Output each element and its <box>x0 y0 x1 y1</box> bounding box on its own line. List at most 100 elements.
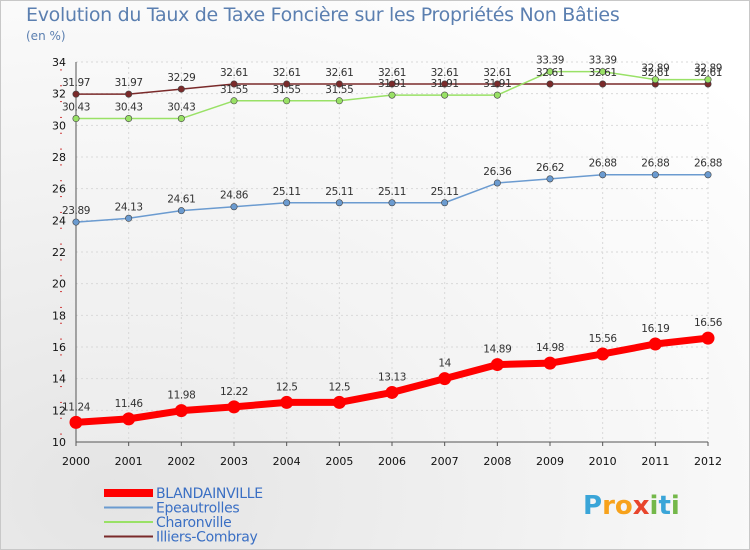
data-label: 31.55 <box>325 84 353 96</box>
y-tick-label: 24 <box>52 214 66 227</box>
data-label: 14.98 <box>536 342 564 354</box>
data-point <box>335 80 343 88</box>
data-label: 32.61 <box>641 67 669 79</box>
data-point <box>388 91 396 99</box>
x-tick-label: 2004 <box>273 455 301 468</box>
data-point <box>335 97 343 105</box>
y-tick-label: 32 <box>52 88 66 101</box>
data-label: 25.11 <box>325 186 353 198</box>
x-tick-label: 2000 <box>62 455 90 468</box>
data-label: 12.22 <box>220 386 248 398</box>
y-tick-label: 34 <box>52 56 66 69</box>
x-tick-label: 2007 <box>431 455 459 468</box>
logo-letter: i <box>649 491 659 521</box>
x-tick-label: 2011 <box>641 455 669 468</box>
data-point <box>441 91 449 99</box>
data-point <box>72 218 80 226</box>
logo-letter: x <box>632 491 650 521</box>
x-tick-label: 2009 <box>536 455 564 468</box>
legend-label: Epeautrolles <box>156 501 239 517</box>
data-point <box>599 80 607 88</box>
data-label: 11.24 <box>62 401 91 413</box>
data-point <box>72 90 80 98</box>
data-label: 14.89 <box>483 344 511 356</box>
data-point <box>177 207 185 215</box>
y-tick-label: 12 <box>52 404 66 417</box>
legend-label: BLANDAINVILLE <box>156 486 263 502</box>
data-point <box>69 415 83 429</box>
data-labels: 31.97 31.97 32.29 32.61 32.61 32.61 32.61 32.61… <box>62 55 723 414</box>
data-point <box>230 97 238 105</box>
unit-label: (en %) <box>26 29 66 43</box>
data-point <box>388 199 396 207</box>
data-label: 16.19 <box>641 323 669 335</box>
data-point <box>177 85 185 93</box>
proxiti-logo: Proxiti <box>583 491 680 521</box>
data-label: 32.61 <box>431 67 459 79</box>
data-label: 31.55 <box>220 84 248 96</box>
data-label: 13.13 <box>378 371 406 383</box>
data-point <box>125 90 133 98</box>
data-label: 11.98 <box>167 390 195 402</box>
data-point <box>651 76 659 84</box>
data-label: 26.62 <box>536 162 564 174</box>
data-label: 24.86 <box>220 190 249 202</box>
logo-letter: i <box>670 491 680 521</box>
y-tick-label: 18 <box>52 309 66 322</box>
data-point <box>125 214 133 222</box>
data-point <box>174 404 188 418</box>
x-tick-label: 2008 <box>483 455 511 468</box>
data-label: 25.11 <box>378 186 406 198</box>
data-label: 33.39 <box>536 55 564 67</box>
data-point <box>490 358 504 372</box>
data-point <box>599 68 607 76</box>
data-point <box>177 115 185 123</box>
data-point <box>388 80 396 88</box>
series <box>69 68 715 429</box>
data-point <box>125 115 133 123</box>
data-label: 30.43 <box>167 102 195 114</box>
data-point <box>493 91 501 99</box>
data-label: 32.61 <box>536 67 564 79</box>
data-point <box>704 171 712 179</box>
data-label: 32.29 <box>167 72 195 84</box>
data-point <box>122 412 136 426</box>
legend: BLANDAINVILLEEpeautrollesCharonvilleIlli… <box>104 486 263 546</box>
data-point <box>283 80 291 88</box>
data-point <box>230 80 238 88</box>
data-point <box>441 80 449 88</box>
data-label: 26.88 <box>641 158 669 170</box>
data-point <box>385 385 399 399</box>
data-point <box>493 179 501 187</box>
data-point <box>701 331 715 345</box>
data-label: 26.36 <box>483 166 512 178</box>
x-tick-label: 2001 <box>115 455 143 468</box>
data-point <box>546 175 554 183</box>
data-label: 31.97 <box>115 77 143 89</box>
legend-label: Charonville <box>156 515 231 531</box>
y-tick-label: 20 <box>52 278 66 291</box>
data-point <box>648 337 662 351</box>
data-label: 32.61 <box>273 67 301 79</box>
data-label: 14 <box>438 358 451 370</box>
data-label: 32.61 <box>483 67 511 79</box>
logo-letter: t <box>658 491 671 521</box>
data-label: 32.61 <box>220 67 248 79</box>
data-point <box>441 199 449 207</box>
logo-letter: o <box>614 491 633 521</box>
data-point <box>72 115 80 123</box>
y-tick-label: 30 <box>52 119 66 132</box>
data-label: 24.61 <box>167 194 195 206</box>
data-label: 15.56 <box>589 333 618 345</box>
data-label: 32.61 <box>694 67 722 79</box>
data-label: 11.46 <box>115 398 144 410</box>
data-point <box>651 171 659 179</box>
data-label: 32.61 <box>325 67 353 79</box>
data-label: 31.91 <box>431 78 459 90</box>
data-point <box>704 76 712 84</box>
data-label: 30.43 <box>62 102 90 114</box>
data-point <box>280 395 294 409</box>
data-label: 33.39 <box>589 55 617 67</box>
